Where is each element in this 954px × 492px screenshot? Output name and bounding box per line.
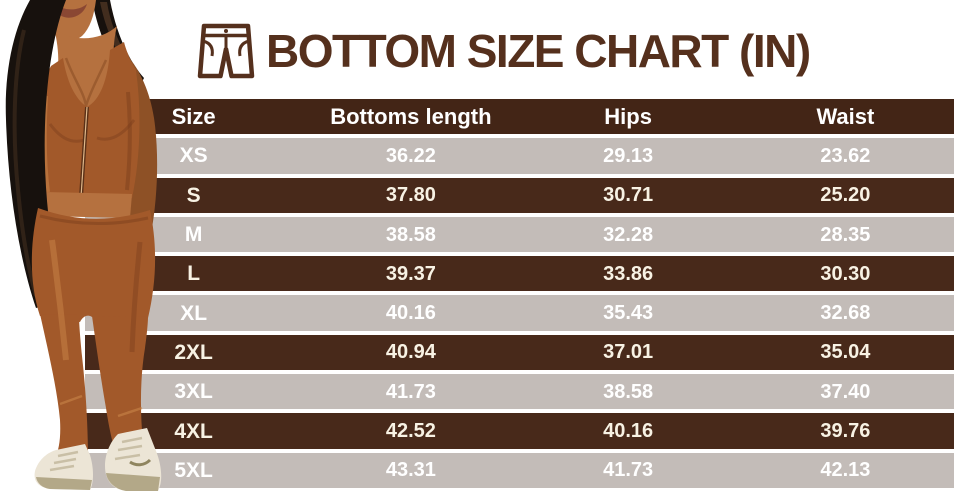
bottoms-length-value: 42.52: [385, 420, 436, 443]
hips-value: 30.71: [603, 184, 654, 207]
waist-value: 23.62: [820, 144, 871, 167]
left-sneaker: [34, 444, 93, 490]
leggings-left-leg: [40, 314, 88, 460]
bottoms-length-value: 41.73: [385, 380, 436, 403]
lips: [53, 2, 87, 18]
leggings-right-leg: [92, 316, 148, 447]
size-chart-table: Size Bottoms length Hips Waist XS 36.22 …: [85, 99, 954, 488]
row-size-label: L: [187, 262, 201, 286]
row-size-label: S: [186, 183, 201, 207]
table-row: 4XL 42.52 40.16 39.76: [85, 413, 954, 449]
table-row: 2XL 40.94 37.01 35.04: [85, 334, 954, 371]
row-size-label: 4XL: [174, 419, 213, 443]
hips-value: 37.01: [603, 341, 654, 364]
table-row: XL 40.16 35.43 32.68: [85, 295, 954, 331]
bottoms-length-value: 40.16: [385, 302, 436, 325]
waist-value: 25.20: [820, 184, 871, 207]
title-bar: BOTTOM SIZE CHART (IN): [194, 10, 811, 92]
bottoms-length-value: 37.80: [385, 184, 436, 207]
table-row: XS 36.22 29.13 23.62: [85, 138, 954, 174]
table-row: 5XL 43.31 41.73 42.13: [85, 452, 954, 488]
right-sneaker: [105, 428, 162, 491]
pants-icon: [197, 23, 255, 79]
hips-value: 29.13: [603, 144, 654, 167]
row-size-label: 2XL: [174, 340, 213, 364]
row-size-label: XL: [180, 301, 208, 325]
hips-value: 35.43: [603, 302, 654, 325]
model-photo: [5, 0, 162, 491]
bottoms-length-value: 39.37: [385, 262, 436, 285]
table-row: L 39.37 33.86 30.30: [85, 256, 954, 292]
waist-value: 37.40: [820, 380, 871, 403]
bottoms-length-value: 40.94: [385, 341, 436, 364]
page-title: BOTTOM SIZE CHART (IN): [266, 25, 811, 77]
table-row: 3XL 41.73 38.58 37.40: [85, 374, 954, 410]
leggings: [31, 208, 156, 322]
column-header-bottoms-length: Bottoms length: [330, 103, 492, 129]
hips-value: 38.58: [603, 380, 654, 403]
table-row: M 38.58 32.28 28.35: [85, 216, 954, 253]
row-size-label: M: [184, 223, 203, 247]
table-row: S 37.80 30.71 25.20: [85, 177, 954, 213]
bottoms-length-value: 38.58: [385, 223, 436, 246]
waist-value: 42.13: [820, 459, 871, 482]
row-size-label: XS: [179, 144, 208, 168]
hips-value: 41.73: [603, 459, 654, 482]
row-size-label: 5XL: [174, 458, 213, 482]
waist-value: 28.35: [820, 223, 871, 246]
waist-value: 35.04: [820, 341, 871, 364]
hips-value: 40.16: [603, 420, 654, 443]
hips-value: 32.28: [603, 223, 654, 246]
bottoms-length-value: 36.22: [385, 144, 436, 167]
table-header-row: Size Bottoms length Hips Waist: [85, 99, 954, 135]
midriff: [42, 192, 132, 218]
waist-value: 30.30: [820, 262, 871, 285]
row-size-label: 3XL: [174, 380, 213, 404]
column-header-waist: Waist: [816, 103, 875, 129]
column-header-size: Size: [171, 103, 216, 129]
waist-value: 39.76: [820, 420, 871, 443]
hips-value: 33.86: [603, 262, 654, 285]
waist-value: 32.68: [820, 302, 871, 325]
column-header-hips: Hips: [604, 103, 652, 129]
bottoms-length-value: 43.31: [385, 459, 436, 482]
